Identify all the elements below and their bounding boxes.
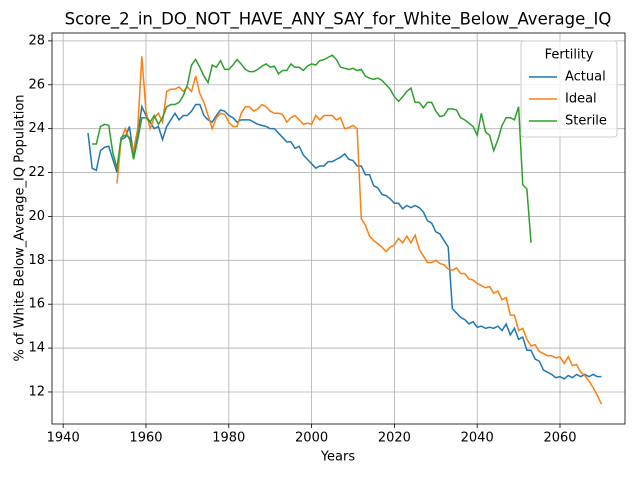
y-tick-label: 28 xyxy=(28,33,45,48)
y-tick-label: 26 xyxy=(28,77,45,92)
plot-frame xyxy=(51,32,626,425)
y-tick-label: 22 xyxy=(28,165,45,180)
chart-title: Score_2_in_DO_NOT_HAVE_ANY_SAY_for_White… xyxy=(65,10,612,30)
y-axis-label: % of White Below_Average_IQ Population xyxy=(13,94,28,361)
series-line xyxy=(87,103,602,380)
x-tick-label: 2040 xyxy=(461,431,494,446)
legend: Fertility Actual Ideal Sterile xyxy=(520,40,618,138)
y-tick-label: 24 xyxy=(28,121,45,136)
legend-label: Actual xyxy=(565,70,606,85)
x-tick-label: 1960 xyxy=(129,431,162,446)
legend-label: Ideal xyxy=(565,92,597,107)
x-tick-label: 2020 xyxy=(378,431,411,446)
y-tick-label: 18 xyxy=(28,253,45,268)
legend-box xyxy=(520,40,618,138)
x-tick-label: 1940 xyxy=(47,431,80,446)
x-tick-label: 2000 xyxy=(295,431,328,446)
y-tick-label: 20 xyxy=(28,209,45,224)
legend-label: Sterile xyxy=(565,114,607,129)
legend-title: Fertility xyxy=(545,48,594,63)
x-axis-label: Years xyxy=(320,450,356,465)
y-tick-label: 12 xyxy=(28,384,45,399)
y-tick-label: 14 xyxy=(28,341,45,356)
y-tick-label: 16 xyxy=(28,297,45,312)
x-tick-label: 1980 xyxy=(212,431,245,446)
series-line xyxy=(116,56,603,405)
x-tick-label: 2060 xyxy=(543,431,576,446)
series-line xyxy=(92,54,532,243)
